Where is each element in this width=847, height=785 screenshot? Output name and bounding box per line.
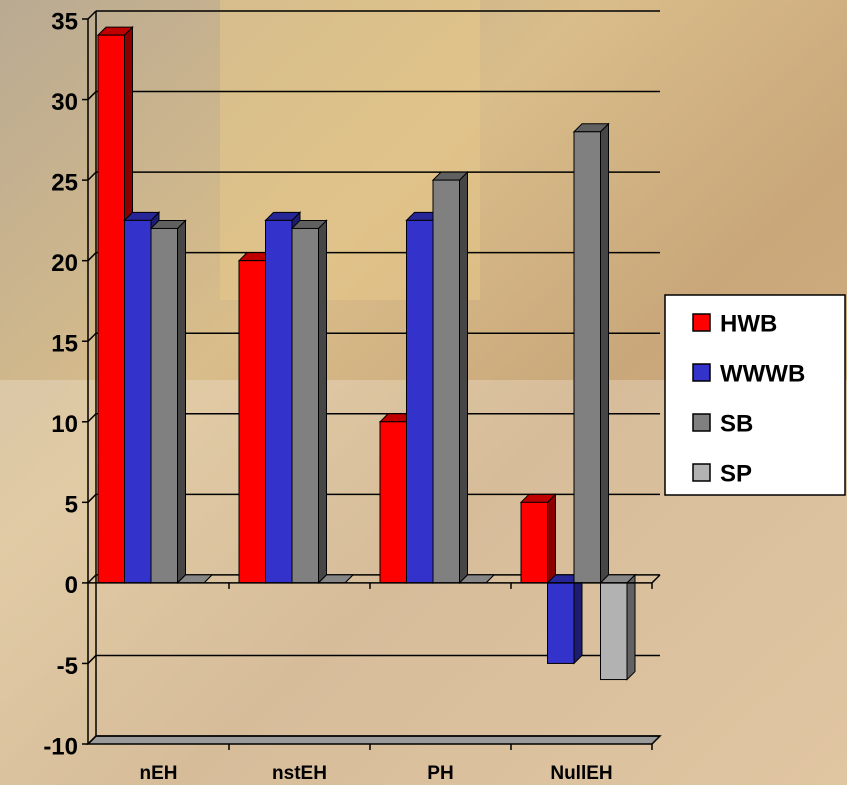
y-tick-label: 20 [51,250,78,277]
x-tick-label: nstEH [272,763,327,784]
bar-side [573,573,583,665]
grid-line-side [87,91,97,101]
bar [150,227,178,584]
grid-line-side [87,332,97,342]
bar [97,34,125,584]
y-tick-label: 35 [51,8,78,35]
grid-line-side [87,735,97,745]
grid-line-side [87,10,97,20]
bar-side [318,219,327,585]
bar-side [177,219,186,585]
legend-swatch [692,363,711,382]
bar [238,260,266,584]
grid-line-side [87,493,97,503]
grid-line-side [87,654,97,664]
grid-line-side [87,252,97,262]
legend-label: HWB [720,310,777,337]
y-tick-label: 25 [51,169,78,196]
y-tick-label: -5 [57,653,78,680]
bar [520,501,548,584]
y-tick-label: 5 [65,492,78,519]
y-tick-label: -10 [43,733,78,760]
bar [265,219,293,584]
bar [547,582,575,664]
legend-label: SP [720,460,752,487]
y-tick-label: 0 [65,572,78,599]
legend-swatch [692,313,711,332]
bar [124,219,152,584]
bar [600,582,628,681]
axes: -10 -5 0 5 10 15 20 25 30 35 nEH nstEH PH NullEH [43,8,661,784]
legend: HWB WWWB SB SP [664,294,846,496]
grid-line-side [87,171,97,181]
bar [291,227,319,584]
legend-label: WWWB [720,360,805,387]
grid-line-side [87,413,97,423]
legend-swatch [692,463,711,482]
bar [379,421,407,584]
bar-side [600,122,609,585]
x-tick-label: PH [427,763,453,784]
x-tick-label: nEH [140,763,178,784]
y-tick-label: 15 [51,331,78,358]
grid-line-side [87,574,97,584]
y-tick-label: 10 [51,411,78,438]
floor [86,735,662,745]
bar [573,131,601,584]
bar [406,219,434,584]
bar-side [626,573,636,681]
legend-swatch [692,413,711,432]
bar-side [459,170,468,585]
bar [432,179,460,584]
y-tick-label: 30 [51,89,78,116]
x-tick-label: NullEH [550,763,612,784]
bar-side [547,493,556,585]
legend-label: SB [720,410,753,437]
